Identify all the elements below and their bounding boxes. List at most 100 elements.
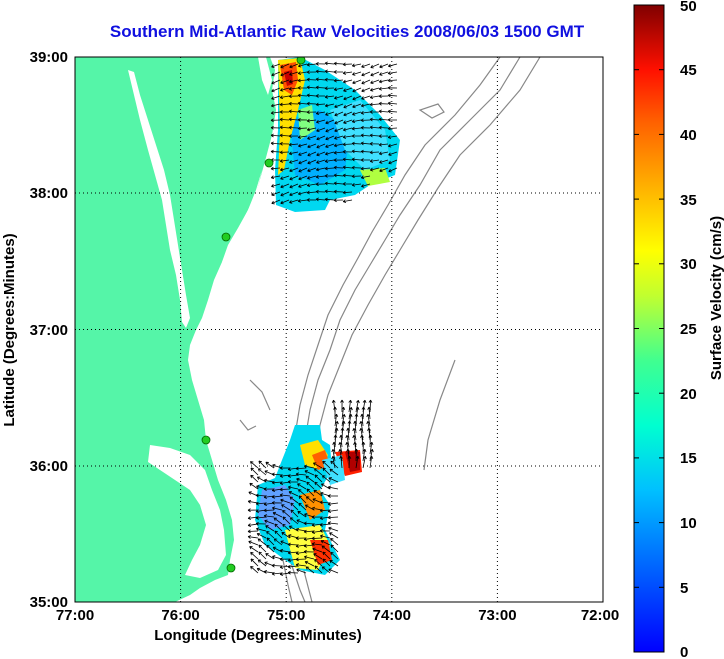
velocity-arrow xyxy=(387,126,398,131)
velocity-arrow xyxy=(279,95,290,100)
velocity-arrow xyxy=(271,563,283,568)
velocity-arrow xyxy=(320,539,331,546)
velocity-arrow xyxy=(379,71,389,76)
velocity-arrow xyxy=(279,548,291,553)
velocity-arrow xyxy=(315,61,326,66)
velocity-arrow xyxy=(388,167,398,173)
velocity-arrow xyxy=(352,434,357,448)
velocity-arrow xyxy=(360,434,364,448)
velocity-arrow xyxy=(271,500,283,505)
velocity-arrow xyxy=(315,69,326,74)
velocity-arrow xyxy=(370,87,380,92)
velocity-arrow xyxy=(333,143,344,148)
velocity-arrow xyxy=(315,85,326,90)
radar-station[interactable] xyxy=(221,232,231,242)
y-tick-label: 36:00 xyxy=(30,458,68,475)
velocity-arrow xyxy=(334,119,344,125)
velocity-arrow xyxy=(270,149,281,154)
velocity-arrow xyxy=(273,517,283,525)
velocity-arrow xyxy=(347,420,352,434)
x-axis-label: Longitude (Degrees:Minutes) xyxy=(154,627,362,644)
velocity-arrow xyxy=(327,502,339,506)
velocity-arrow xyxy=(369,150,380,155)
velocity-arrow xyxy=(329,468,339,476)
velocity-arrow xyxy=(247,535,259,539)
velocity-arrow xyxy=(378,86,389,91)
velocity-arrow xyxy=(250,474,259,483)
velocity-arrow xyxy=(324,95,335,99)
velocity-arrow xyxy=(298,489,307,497)
velocity-arrow xyxy=(351,134,362,138)
velocity-arrow xyxy=(298,167,308,173)
velocity-arrow xyxy=(306,127,317,132)
x-tick-label: 74:00 xyxy=(373,607,411,624)
velocity-arrow xyxy=(360,413,365,427)
velocity-arrow xyxy=(280,87,290,92)
velocity-arrow xyxy=(282,516,291,525)
velocity-arrow xyxy=(333,198,344,203)
velocity-arrow xyxy=(274,523,283,532)
x-axis: 77:00 76:00 75:00 74:00 73:00 72:00 xyxy=(56,607,619,624)
velocity-arrow xyxy=(289,167,299,173)
velocity-arrow xyxy=(362,448,367,462)
velocity-arrow xyxy=(361,183,371,188)
velocity-arrow xyxy=(378,109,389,114)
velocity-arrow xyxy=(324,159,335,163)
velocity-arrow xyxy=(315,94,326,98)
velocity-arrow xyxy=(342,149,353,154)
velocity-arrow xyxy=(324,69,335,74)
velocity-arrow xyxy=(366,413,371,427)
velocity-arrow xyxy=(369,110,380,114)
velocity-arrow xyxy=(316,159,326,164)
velocity-arrow xyxy=(306,198,317,202)
velocity-arrow xyxy=(315,189,326,194)
velocity-arrow xyxy=(271,495,283,499)
velocity-arrow xyxy=(257,468,267,476)
velocity-arrow xyxy=(333,434,338,448)
velocity-arrow xyxy=(303,549,315,554)
velocity-arrow xyxy=(314,481,323,490)
x-tick-label: 76:00 xyxy=(161,607,199,624)
velocity-arrow xyxy=(339,434,344,448)
velocity-arrow xyxy=(266,530,275,539)
velocity-arrow xyxy=(334,413,339,427)
velocity-arrow xyxy=(298,502,307,511)
velocity-arrow xyxy=(271,480,283,485)
velocity-arrow xyxy=(297,126,308,131)
velocity-arrow xyxy=(272,555,283,560)
radar-station[interactable] xyxy=(201,435,211,445)
velocity-arrow xyxy=(304,504,315,511)
radar-station[interactable] xyxy=(296,56,306,65)
velocity-arrow xyxy=(368,434,373,448)
colorbar-tick-label: 40 xyxy=(680,127,697,144)
velocity-arrow xyxy=(290,502,299,511)
velocity-arrow xyxy=(342,127,353,132)
velocity-arrow xyxy=(263,508,275,513)
velocity-arrow xyxy=(369,117,380,122)
velocity-arrow xyxy=(352,87,362,93)
velocity-arrow xyxy=(325,143,335,149)
radar-station[interactable] xyxy=(264,158,274,168)
velocity-arrow xyxy=(331,455,336,469)
velocity-arrow xyxy=(270,166,281,171)
velocity-arrow xyxy=(370,71,380,77)
velocity-arrow xyxy=(280,199,290,205)
velocity-arrow xyxy=(321,475,331,483)
velocity-arrow xyxy=(367,427,371,441)
velocity-arrow xyxy=(287,570,299,575)
velocity-arrow xyxy=(282,510,291,518)
velocity-arrow xyxy=(359,427,364,441)
velocity-arrow xyxy=(264,519,275,525)
x-tick-label: 75:00 xyxy=(267,607,305,624)
velocity-arrow xyxy=(295,472,307,477)
velocity-arrow xyxy=(342,79,353,84)
velocity-arrow xyxy=(258,544,267,553)
radar-station[interactable] xyxy=(226,563,236,573)
velocity-arrow xyxy=(361,406,366,420)
velocity-arrow xyxy=(314,558,323,567)
velocity-arrow xyxy=(352,427,357,441)
velocity-arrow xyxy=(387,109,398,114)
velocity-arrow xyxy=(271,63,281,68)
velocity-arrow xyxy=(313,468,323,476)
velocity-arrow xyxy=(313,462,323,469)
